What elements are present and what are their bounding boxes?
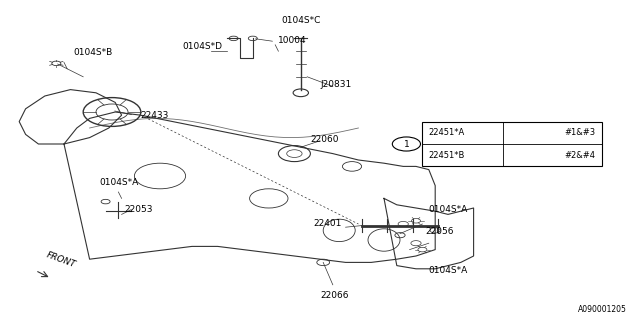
Text: 0104S*C: 0104S*C — [282, 16, 321, 25]
Text: 22433: 22433 — [141, 111, 169, 120]
Bar — [422, 122, 602, 166]
Text: 0104S*A: 0104S*A — [429, 266, 468, 275]
Text: 22060: 22060 — [310, 135, 339, 144]
Text: 22053: 22053 — [125, 205, 154, 214]
Text: A090001205: A090001205 — [579, 305, 627, 314]
Text: 22056: 22056 — [426, 228, 454, 236]
Text: 0104S*B: 0104S*B — [74, 48, 113, 57]
Text: 0104S*A: 0104S*A — [429, 205, 468, 214]
Text: 0104S*D: 0104S*D — [182, 42, 223, 51]
Text: FRONT: FRONT — [45, 250, 77, 269]
Text: 22401: 22401 — [314, 220, 342, 228]
Text: #1&#3: #1&#3 — [564, 128, 595, 137]
Text: 10004: 10004 — [278, 36, 307, 44]
Text: 22066: 22066 — [320, 292, 349, 300]
Text: J20831: J20831 — [320, 80, 351, 89]
Text: 0104S*A: 0104S*A — [99, 178, 138, 187]
Text: 1: 1 — [404, 140, 409, 148]
Text: 22451*A: 22451*A — [429, 128, 465, 137]
Text: #2&#4: #2&#4 — [564, 151, 595, 160]
Text: 22451*B: 22451*B — [429, 151, 465, 160]
